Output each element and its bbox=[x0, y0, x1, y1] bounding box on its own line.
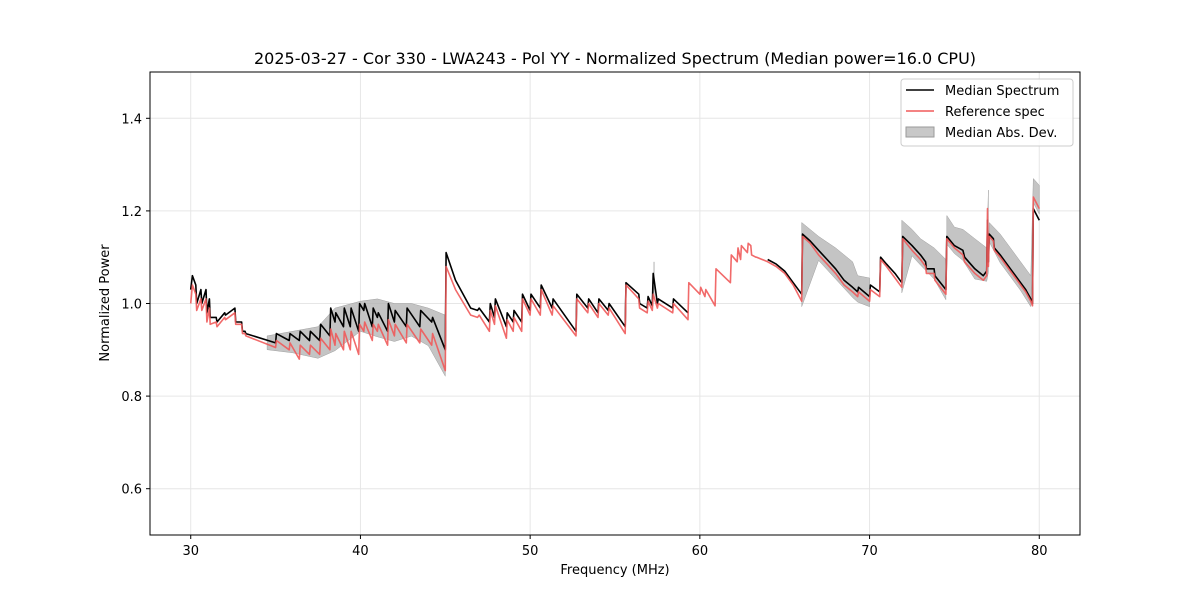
x-tick-label: 70 bbox=[861, 544, 878, 559]
legend: Median Spectrum Reference spec Median Ab… bbox=[900, 78, 1074, 147]
legend-box bbox=[900, 78, 1074, 147]
mad-band-region bbox=[801, 221, 870, 308]
x-tick-label: 40 bbox=[352, 544, 369, 559]
mad-band-region bbox=[946, 190, 989, 282]
y-tick-label: 1.2 bbox=[121, 205, 142, 220]
legend-band-label: Median Abs. Dev. bbox=[945, 126, 1057, 141]
x-tick-label: 50 bbox=[522, 544, 539, 559]
x-axis-ticks: 30 40 50 60 70 80 bbox=[182, 535, 1048, 559]
y-tick-label: 1.4 bbox=[121, 112, 142, 127]
reference-spec-line bbox=[189, 196, 1041, 372]
y-tick-label: 1.0 bbox=[121, 298, 142, 313]
x-tick-label: 30 bbox=[182, 544, 199, 559]
legend-median-label: Median Spectrum bbox=[945, 84, 1059, 99]
x-axis-label: Frequency (MHz) bbox=[560, 563, 669, 578]
y-axis-ticks: 0.6 0.8 1.0 1.2 1.4 bbox=[121, 112, 150, 498]
legend-reference-label: Reference spec bbox=[945, 105, 1045, 120]
legend-band-swatch bbox=[905, 126, 935, 138]
y-tick-label: 0.8 bbox=[121, 390, 142, 405]
mad-band-region bbox=[988, 177, 1040, 308]
y-tick-label: 0.6 bbox=[121, 483, 142, 498]
y-axis-label: Normalized Power bbox=[98, 244, 113, 362]
series-layer bbox=[189, 196, 1041, 372]
chart-title: 2025-03-27 - Cor 330 - LWA243 - Pol YY -… bbox=[254, 49, 976, 68]
x-tick-label: 60 bbox=[692, 544, 709, 559]
x-tick-label: 80 bbox=[1031, 544, 1048, 559]
